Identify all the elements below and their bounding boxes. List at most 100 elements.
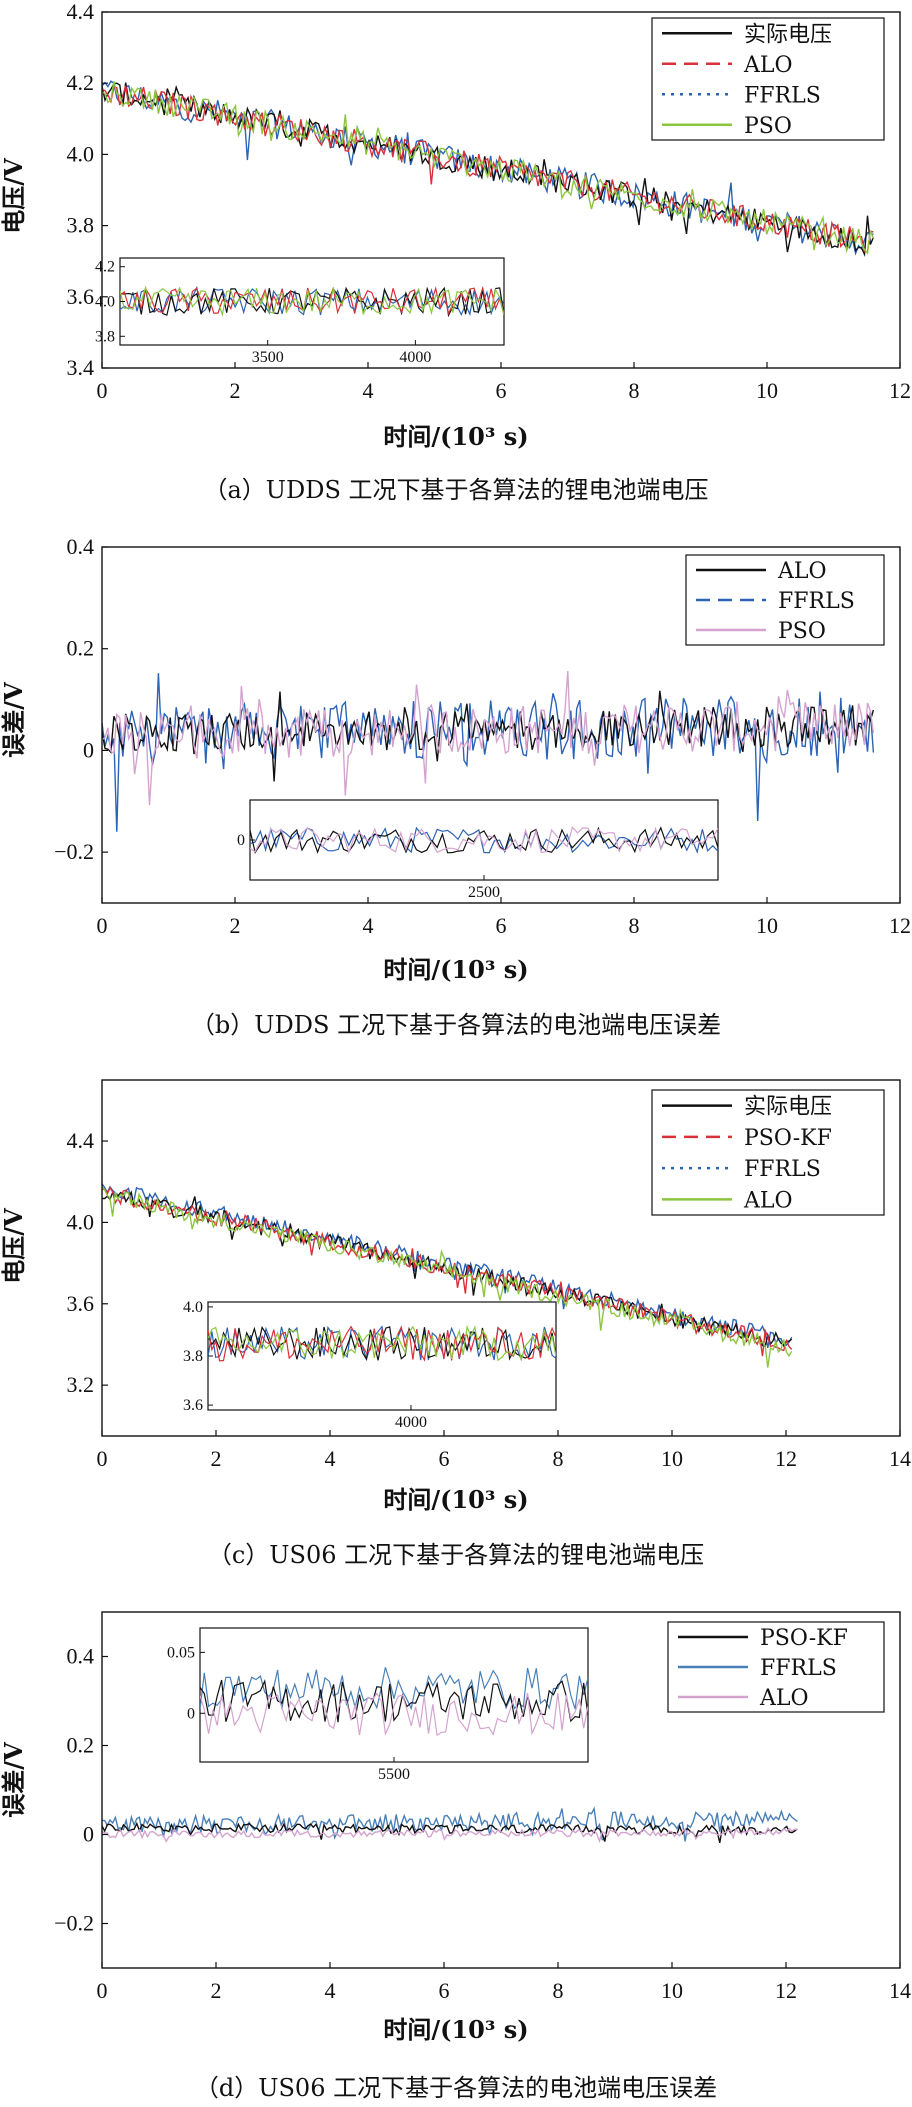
inset-y-tick-label-c: 4.0 <box>183 1299 203 1316</box>
x-tick-label-d: 4 <box>325 1978 336 2003</box>
y-tick-label-a: 3.6 <box>67 284 95 309</box>
x-tick-label-b: 0 <box>97 913 108 938</box>
plots: 0 2 4 6 8 10 123.43.63.84.04.24.4实际电压ALOFFRLSP… <box>54 0 911 2003</box>
inset-x-tick-label-b: 2500 <box>468 884 500 901</box>
x-tick-label-c: 0 <box>97 1446 108 1471</box>
y-tick-label-c: 3.6 <box>67 1291 95 1316</box>
legend-label-c: 实际电压 <box>744 1095 832 1120</box>
inset-y-tick-label-a: 4.2 <box>95 259 115 276</box>
inset-series-b <box>250 826 718 854</box>
y-tick-label-b: 0.2 <box>67 636 95 661</box>
chart-c: 0 2 4 6 8 10 12 14 3.2 3.6 4.0 4.4 实际电压 PSO-KF FFRLS AL… <box>67 1079 911 1471</box>
inset-x-tick-label-a: 4000 <box>399 349 431 366</box>
x-tick-label-a: 2 <box>230 378 241 403</box>
y-tick-label-b: −0.2 <box>54 839 94 864</box>
x-tick-label-d: 10 <box>661 1978 683 2003</box>
x-tick-label-b: 10 <box>756 913 778 938</box>
legend-a: 实际电压 ALO FFRLS PSO <box>651 17 885 141</box>
panel-c: （c）US06 工况下基于各算法的锂电池端电压 时间/(10³ s) 电压/V <box>0 1208 704 1569</box>
legend-label-a: 实际电压 <box>744 22 832 47</box>
panel-a: （a）UDDS 工况下基于各算法的锂电池端电压 时间/(10³ s) 电压/V <box>0 158 709 504</box>
legend-label-d: PSO-KF <box>760 1626 848 1651</box>
x-tick-label-a: 8 <box>629 378 640 403</box>
y-tick-label-d: −0.2 <box>54 1911 94 1936</box>
y-tick-label-a: 4.0 <box>67 141 95 166</box>
y-tick-label-b: 0.4 <box>67 534 95 559</box>
y-tick-label-a: 4.2 <box>67 70 95 95</box>
inset-x-tick-label-d: 5500 <box>378 1766 410 1783</box>
series-d-PSO-KF <box>102 1821 798 1843</box>
y-tick-label-a: 3.8 <box>67 213 95 238</box>
legend-label-a: ALO <box>743 53 793 78</box>
x-tick-label-a: 0 <box>97 378 108 403</box>
y-tick-label-d: 0 <box>83 1822 94 1847</box>
inset-series-c <box>208 1325 556 1362</box>
legend-c: 实际电压 PSO-KF FFRLS ALO <box>651 1089 885 1216</box>
y-axis-label-b: 误差/V <box>0 682 28 758</box>
x-tick-label-d: 12 <box>775 1978 797 2003</box>
legend-label-b: PSO <box>778 619 826 644</box>
inset-y-tick-label-a: 3.8 <box>95 328 115 345</box>
inset-y-tick-label-a: 4.0 <box>95 294 115 311</box>
y-tick-label-a: 4.4 <box>67 0 95 24</box>
inset-d: 5500 0 0.05 <box>167 1627 589 1783</box>
x-tick-label-a: 6 <box>496 378 507 403</box>
inset-series-b <box>250 826 718 854</box>
inset-y-tick-label-b: 0 <box>237 832 245 849</box>
inset-series-d <box>200 1679 588 1723</box>
panel-b: （b）UDDS 工况下基于各算法的电池端电压误差 时间/(10³ s) 误差/V <box>0 682 721 1039</box>
y-tick-label-d: 0.4 <box>67 1644 95 1669</box>
x-tick-label-c: 8 <box>553 1446 564 1471</box>
x-tick-label-b: 8 <box>629 913 640 938</box>
x-tick-label-d: 8 <box>553 1978 564 2003</box>
chart-a: 0 2 4 6 8 10 12 3.4 3.6 3.8 4.0 4.2 4.4 实际电压 ALO FFRLS P… <box>67 0 912 403</box>
legend-b: ALO FFRLS PSO <box>685 554 885 646</box>
x-tick-label-c: 4 <box>325 1446 336 1471</box>
inset-y-tick-label-d: 0.05 <box>167 1644 195 1661</box>
inset-y-tick-label-c: 3.6 <box>183 1397 203 1414</box>
x-axis-label-d: 时间/(10³ s) <box>383 2015 528 2044</box>
x-tick-label-b: 4 <box>363 913 374 938</box>
x-axis-label-c: 时间/(10³ s) <box>383 1485 528 1514</box>
series-c-ALO <box>102 1186 793 1368</box>
inset-series-d <box>200 1692 588 1737</box>
inset-series-a <box>120 285 504 316</box>
inset-series-c <box>208 1324 556 1362</box>
panel-d: （d）US06 工况下基于各算法的电池端电压误差 时间/(10³ s) 误差/V <box>0 1742 717 2102</box>
legend-label-a: PSO <box>744 114 792 139</box>
x-axis-label-b: 时间/(10³ s) <box>383 955 528 984</box>
x-tick-label-b: 12 <box>889 913 911 938</box>
x-tick-label-c: 10 <box>661 1446 683 1471</box>
series-b-PSO <box>102 670 875 806</box>
legend-label-c: FFRLS <box>744 1157 821 1182</box>
caption-c: （c）US06 工况下基于各算法的锂电池端电压 <box>208 1541 704 1569</box>
inset-series-a <box>120 286 504 318</box>
y-tick-label-d: 0.2 <box>67 1733 95 1758</box>
x-tick-label-d: 0 <box>97 1978 108 2003</box>
x-axis-label-a: 时间/(10³ s) <box>383 422 528 451</box>
caption-b: （b）UDDS 工况下基于各算法的电池端电压误差 <box>191 1011 721 1039</box>
inset-y-tick-label-c: 3.8 <box>183 1348 203 1365</box>
y-axis-label-c: 电压/V <box>0 1208 28 1284</box>
x-tick-label-c: 14 <box>889 1446 911 1471</box>
inset-series-a <box>120 285 504 318</box>
legend-label-d: FFRLS <box>760 1656 837 1681</box>
x-tick-label-c: 2 <box>211 1446 222 1471</box>
legend-label-b: ALO <box>777 559 827 584</box>
x-tick-label-d: 14 <box>889 1978 911 2003</box>
x-tick-label-d: 6 <box>439 1978 450 2003</box>
inset-series-d <box>200 1667 588 1711</box>
legend-d: PSO-KF FFRLS ALO <box>667 1621 885 1713</box>
y-tick-label-c: 4.0 <box>67 1209 95 1234</box>
legend-label-b: FFRLS <box>778 589 855 614</box>
inset-c: 4000 3.6 3.8 4.0 <box>183 1299 557 1431</box>
y-axis-label-a: 电压/V <box>0 158 28 234</box>
x-tick-label-a: 10 <box>756 378 778 403</box>
inset-a: 3500 4000 3.8 4.0 4.2 <box>95 257 505 366</box>
x-tick-label-a: 12 <box>889 378 911 403</box>
inset-x-tick-label-a: 3500 <box>252 349 284 366</box>
y-tick-label-b: 0 <box>83 737 94 762</box>
x-tick-label-a: 4 <box>363 378 374 403</box>
chart-d: 0 2 4 6 8 10 12 14 −0.2 0 0.2 0.4 PSO-KF FFRLS ALO 5500… <box>54 1611 911 2003</box>
x-tick-label-d: 2 <box>211 1978 222 2003</box>
